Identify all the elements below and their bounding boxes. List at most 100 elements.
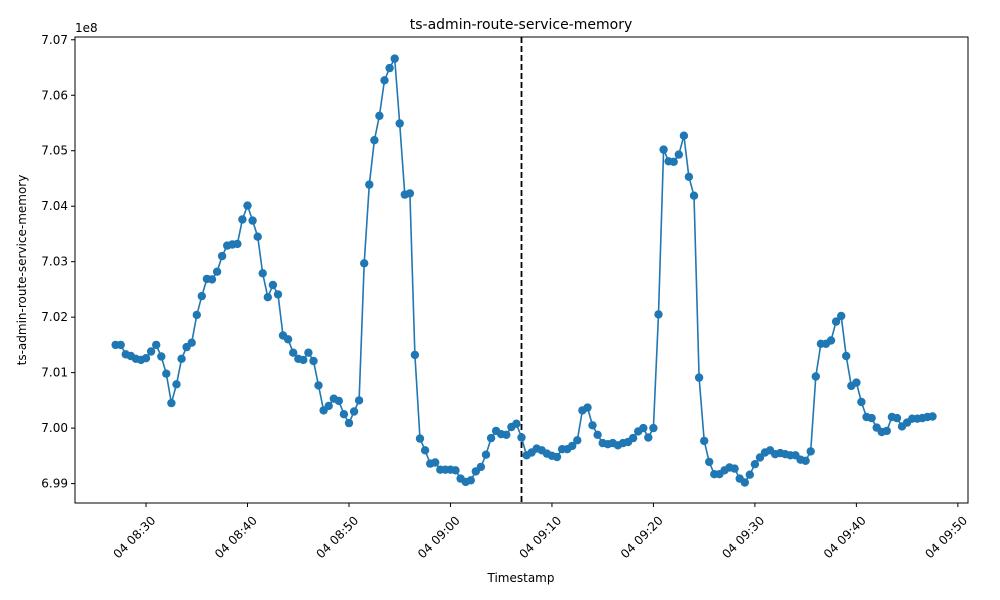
data-point	[380, 76, 389, 85]
data-point	[644, 433, 653, 442]
plot-area-frame	[74, 36, 969, 504]
data-point	[679, 131, 689, 140]
data-point	[476, 462, 486, 472]
data-point	[248, 216, 257, 225]
data-point	[674, 150, 683, 159]
data-point	[207, 275, 217, 284]
y-tick-label: 7.00	[41, 421, 68, 435]
data-point	[811, 372, 820, 381]
data-point	[289, 348, 298, 357]
data-point	[517, 433, 526, 442]
data-point	[583, 403, 592, 412]
data-point	[502, 430, 511, 439]
y-tick-label: 7.03	[41, 255, 68, 269]
y-tick-label: 7.01	[41, 366, 68, 380]
data-point	[568, 441, 577, 451]
data-point	[238, 215, 247, 224]
data-point	[867, 413, 876, 423]
x-tick-label: 04 09:30	[719, 513, 767, 561]
data-point	[573, 436, 582, 445]
data-point	[486, 433, 496, 443]
data-point	[304, 348, 313, 357]
data-point	[309, 356, 318, 366]
data-point	[745, 470, 754, 479]
data-point	[192, 310, 201, 320]
data-point	[694, 373, 704, 382]
data-point	[588, 421, 597, 430]
data-point	[405, 189, 415, 198]
series-line	[115, 55, 933, 484]
data-point	[253, 232, 262, 241]
data-point	[116, 340, 125, 350]
data-point	[212, 267, 222, 276]
data-point	[410, 350, 420, 360]
x-axis-ticks: 04 08:30 04 08:40 04 08:50 04 09:00 04 09:10…	[111, 503, 970, 561]
data-point	[684, 172, 694, 181]
data-point	[451, 466, 460, 475]
data-point	[314, 381, 323, 390]
chart-title: ts-admin-route-service-memory	[410, 17, 633, 33]
data-point	[339, 410, 349, 419]
data-point	[152, 340, 161, 350]
data-point	[669, 157, 678, 166]
data-point	[365, 180, 374, 189]
data-point	[385, 63, 394, 73]
data-point	[197, 291, 206, 301]
data-point	[415, 434, 425, 443]
data-point	[299, 355, 308, 365]
y-tick-label: 7.07	[41, 33, 68, 47]
data-point	[187, 338, 196, 347]
data-point	[233, 239, 242, 249]
y-tick-label: 7.06	[41, 88, 68, 102]
data-point	[882, 426, 891, 436]
x-tick-label: 04 08:30	[111, 513, 159, 561]
data-point	[141, 354, 151, 363]
data-point	[801, 456, 810, 465]
data-point	[157, 352, 166, 361]
series-points	[111, 54, 937, 487]
y-tick-label: 7.02	[41, 310, 68, 324]
data-point	[258, 269, 267, 278]
y-axis-ticks: 6.99 7.00 7.01 7.02 7.03 7.04 7.05 7.06 7.07	[41, 33, 75, 491]
data-point	[283, 335, 293, 344]
data-point	[512, 419, 521, 428]
data-point	[730, 464, 739, 473]
data-point	[390, 54, 399, 63]
data-point	[593, 430, 602, 439]
data-point	[689, 191, 699, 200]
data-point	[750, 460, 760, 469]
data-point	[167, 398, 176, 408]
data-point	[705, 457, 714, 467]
y-tick-label: 6.99	[41, 477, 68, 491]
x-tick-label: 04 09:00	[415, 513, 463, 561]
x-tick-label: 04 09:50	[922, 513, 970, 561]
data-point	[431, 458, 440, 467]
data-point	[375, 111, 384, 121]
data-point	[857, 397, 866, 407]
data-point	[837, 311, 846, 321]
y-axis-title: ts-admin-route-service-memory	[15, 175, 29, 366]
data-point	[177, 354, 186, 363]
data-point	[243, 201, 252, 210]
y-axis-offset-label: 1e8	[75, 21, 98, 35]
data-point	[354, 396, 364, 405]
data-point	[263, 293, 272, 302]
data-point	[700, 436, 709, 446]
data-point	[360, 259, 369, 268]
data-point	[395, 119, 404, 128]
data-point	[420, 446, 430, 455]
data-point	[217, 251, 227, 261]
x-tick-label: 04 09:40	[821, 513, 869, 561]
data-point	[273, 290, 283, 299]
data-point	[928, 412, 937, 421]
data-point	[654, 310, 663, 319]
x-tick-label: 04 08:40	[212, 513, 260, 561]
data-point	[842, 351, 851, 361]
data-point	[172, 380, 181, 389]
data-point	[324, 401, 333, 411]
data-point	[146, 347, 156, 356]
data-point	[740, 478, 749, 487]
data-point	[268, 280, 278, 290]
data-point	[649, 423, 658, 433]
